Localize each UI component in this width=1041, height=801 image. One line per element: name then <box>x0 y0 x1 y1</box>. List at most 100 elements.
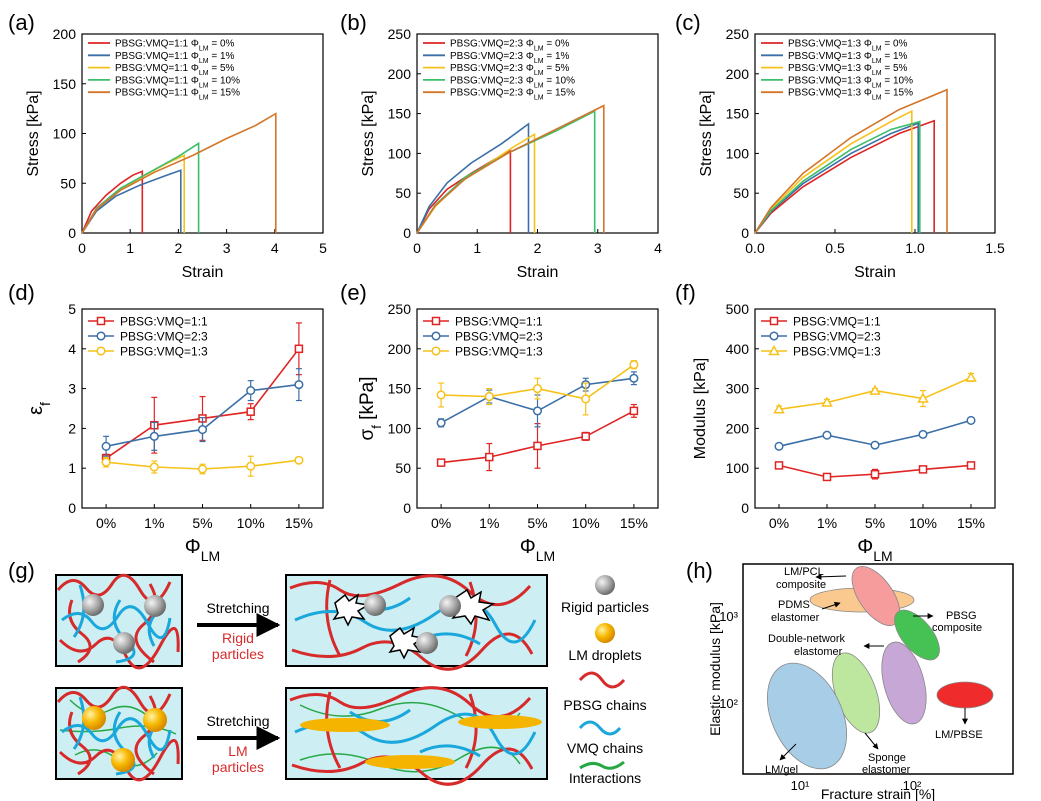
ashby-label-lm-pbse: LM/PBSE <box>935 729 983 741</box>
x-tick-label: 3 <box>594 240 602 256</box>
legend-label: PBSG:VMQ=2:3 <box>455 330 543 344</box>
x-tick-label: 10% <box>572 515 600 531</box>
x-tick-label: 1% <box>479 515 499 531</box>
data-point <box>774 461 784 470</box>
legend-vmq-chains: VMQ chains <box>567 740 643 756</box>
panel-label-h: (h) <box>686 558 713 583</box>
data-point <box>870 440 880 450</box>
legend-marker <box>769 331 779 341</box>
ashby-xlabel: Fracture strain [%] <box>821 786 935 801</box>
rigid-label-line1: Rigid <box>222 630 254 646</box>
x-axis-label: Strain <box>854 264 896 281</box>
region-lm-pbse <box>936 681 994 709</box>
y-tick-label: 400 <box>726 341 750 357</box>
y-tick-label: 50 <box>60 175 76 191</box>
region-double-network <box>881 641 927 725</box>
legend-marker <box>431 331 441 341</box>
red-chain-icon <box>578 671 626 689</box>
ashby-label-sponge-1: Sponge <box>868 752 906 764</box>
data-point <box>197 425 208 435</box>
y-tick-label: 150 <box>53 76 77 92</box>
y-tick-label: 0 <box>403 500 411 516</box>
legend-label: PBSG:VMQ=1:1 <box>455 315 543 329</box>
legend-label: PBSG:VMQ=1:1 <box>793 315 881 329</box>
data-point <box>581 394 591 404</box>
data-point <box>918 429 928 439</box>
x-tick-label: 1 <box>126 240 134 256</box>
y-tick-label: 0 <box>403 225 411 241</box>
series-line <box>81 170 144 234</box>
legend-interactions: Interactions <box>569 770 641 786</box>
series-line <box>416 104 605 234</box>
series-line <box>416 109 596 234</box>
stretch-label-rigid: Stretching <box>206 600 269 616</box>
data-point <box>965 371 977 382</box>
data-point <box>197 464 208 474</box>
ashby-label-pdms-2: elastomer <box>771 612 820 624</box>
x-axis-label: ΦLM <box>520 536 555 564</box>
x-axis-label: ΦLM <box>185 536 220 564</box>
y-tick-label: 100 <box>53 126 77 142</box>
y-tick-label: 4 <box>68 341 76 357</box>
ashby-label-pbsg-2: composite <box>932 622 982 634</box>
legend-marker <box>96 316 106 326</box>
chart-stress-strain-1-3: 0 50 100 150 200 250 0.0 0.5 1.0 1.5 Strain Stress … <box>698 26 1005 281</box>
y-tick-label: 100 <box>388 420 412 436</box>
gray-sphere-icon <box>595 575 615 595</box>
x-tick-label: 2 <box>175 240 183 256</box>
ashby-label-lm-gel: LM/gel <box>765 764 798 776</box>
chart-stress-strain-2-3: 0 50 100 150 200 250 0 1 2 3 4 Strain Stress [kPa] PB… <box>360 26 662 281</box>
data-point <box>869 384 881 395</box>
x-tick-label: 10% <box>909 515 937 531</box>
data-point <box>294 380 304 390</box>
data-point <box>629 406 639 416</box>
legend-label: PBSG:VMQ=1:1 ΦLM = 10% <box>115 75 240 89</box>
x-tick-label: 10% <box>237 515 265 531</box>
y-tick-label: 150 <box>388 106 412 122</box>
x-tick-label: 2 <box>534 240 542 256</box>
x-tick-label: 3 <box>223 240 231 256</box>
ashby-label-pdms-1: PDMS <box>778 599 810 611</box>
series-line <box>754 120 921 234</box>
legend-marker <box>96 346 106 356</box>
ashby-label-pbsg-1: PBSG <box>946 610 977 622</box>
x-tick-label: 5 <box>319 240 327 256</box>
y-axis-label: Stress [kPa] <box>25 90 42 176</box>
data-point <box>773 403 785 414</box>
x-tick-label: 15% <box>957 515 985 531</box>
y-tick-label: 50 <box>395 460 411 476</box>
y-tick-label: 200 <box>726 66 750 82</box>
legend-label: PBSG:VMQ=2:3 ΦLM = 15% <box>450 88 575 102</box>
legend-pbsg-chains: PBSG chains <box>563 697 646 713</box>
lm-label-line1: LM <box>228 743 247 759</box>
ashby-ytick-1e2: 10² <box>719 696 738 711</box>
y-tick-label: 1 <box>68 460 76 476</box>
legend-label: PBSG:VMQ=2:3 <box>120 330 208 344</box>
series-line <box>754 122 920 234</box>
panel-label-g: (g) <box>8 558 35 583</box>
y-tick-label: 150 <box>388 381 412 397</box>
data-point <box>436 390 446 400</box>
data-point <box>149 431 159 441</box>
legend-label: PBSG:VMQ=1:3 ΦLM = 1% <box>788 51 908 65</box>
region-pbsg <box>894 609 940 661</box>
legend-label: PBSG:VMQ=1:1 ΦLM = 1% <box>115 51 235 65</box>
series-line <box>81 154 185 234</box>
y-tick-label: 100 <box>726 460 750 476</box>
data-point <box>822 472 832 482</box>
schematic-box-lm-stretched <box>285 686 548 786</box>
y-tick-label: 100 <box>388 145 412 161</box>
x-tick-label: 4 <box>271 240 279 256</box>
ashby-label-lm-pcl-1: LM/PCL <box>784 566 824 578</box>
legend-label: PBSG:VMQ=1:3 ΦLM = 5% <box>788 63 908 77</box>
rigid-label-line2: particles <box>212 646 264 662</box>
x-tick-label: 4 <box>654 240 662 256</box>
legend-label: PBSG:VMQ=1:1 ΦLM = 15% <box>115 88 240 102</box>
y-tick-label: 200 <box>388 341 412 357</box>
data-point <box>821 396 833 407</box>
blue-chain-icon <box>578 720 622 736</box>
panel-label-d: (d) <box>8 280 35 305</box>
pointer-lm-pcl <box>815 573 847 580</box>
ashby-xtick-1e1: 10¹ <box>791 778 810 793</box>
